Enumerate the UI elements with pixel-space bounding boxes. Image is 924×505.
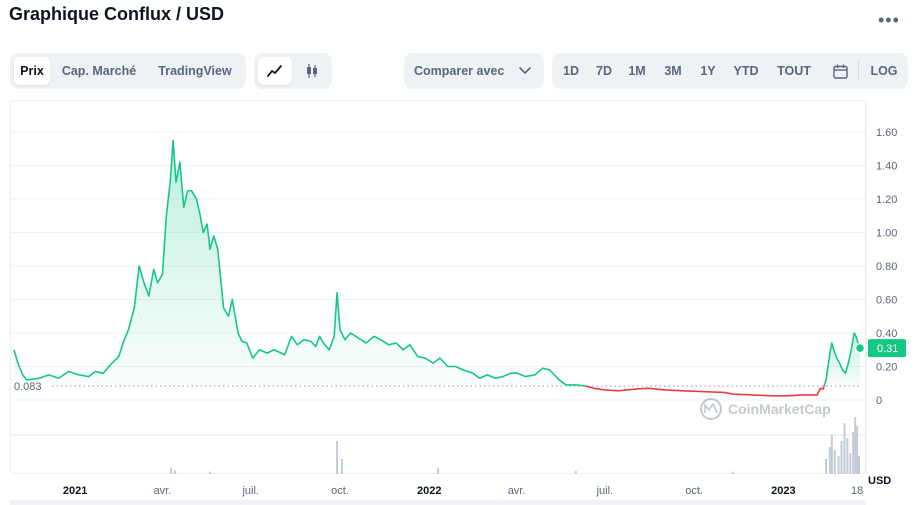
x-tick-label: avr.	[508, 485, 526, 497]
x-tick-label: juil.	[241, 485, 259, 497]
tab-tradingview[interactable]: TradingView	[158, 64, 232, 78]
y-tick-label: 1.40	[876, 161, 897, 173]
y-unit-label: USD	[868, 475, 891, 487]
volume-bar	[849, 453, 852, 474]
current-price-dot	[854, 342, 866, 354]
page-title: Graphique Conflux / USD	[9, 4, 225, 24]
range-1d[interactable]: 1D	[563, 64, 579, 78]
y-tick-label: 0.40	[876, 328, 897, 340]
range-all[interactable]: TOUT	[777, 64, 811, 78]
x-tick-label: 2022	[417, 485, 441, 497]
bottom-strip	[10, 500, 866, 505]
volume-bar	[170, 468, 173, 474]
volume-bar	[830, 435, 833, 474]
volume-bar	[833, 450, 836, 474]
chart-type-toggle	[254, 53, 332, 89]
candlestick-icon[interactable]	[296, 57, 328, 85]
coinmarketcap-logo-icon	[700, 398, 722, 420]
x-tick-label: oct.	[685, 485, 703, 497]
y-tick-label: 0.60	[876, 295, 897, 307]
volume-bar	[574, 471, 577, 474]
range-group: 1D 7D 1M 3M 1Y YTD TOUT LOG	[552, 53, 908, 89]
volume-bar	[843, 423, 846, 474]
volume-bar	[840, 441, 843, 474]
range-divider	[858, 61, 859, 81]
volume-bar	[436, 468, 439, 474]
y-tick-label: 0	[876, 395, 882, 407]
range-7d[interactable]: 7D	[596, 64, 612, 78]
y-tick-label: 0.20	[876, 362, 897, 374]
range-3m[interactable]: 3M	[664, 64, 682, 78]
range-1m[interactable]: 1M	[628, 64, 646, 78]
volume-bar	[854, 417, 857, 474]
volume-bar	[856, 426, 859, 474]
tab-market-cap[interactable]: Cap. Marché	[61, 64, 137, 78]
volume-bar	[174, 470, 177, 474]
price-line-down	[585, 385, 825, 397]
volume-bar	[731, 471, 734, 474]
y-tick-label: 1.00	[876, 228, 897, 240]
current-price-label: 0.31	[877, 343, 898, 355]
x-tick-label: 2023	[771, 485, 795, 497]
y-tick-label: 1.60	[876, 127, 897, 139]
compare-label: Comparer avec	[414, 64, 505, 78]
calendar-icon[interactable]	[826, 57, 854, 85]
tab-group: Prix Cap. Marché TradingView	[10, 53, 246, 89]
x-tick-label: oct.	[331, 485, 349, 497]
volume-bar	[846, 438, 849, 474]
line-chart-icon[interactable]	[258, 57, 292, 85]
x-tick-label: avr.	[154, 485, 172, 497]
volume-bar	[336, 441, 339, 474]
volume-bar	[825, 459, 828, 474]
x-tick-label: 2021	[63, 485, 87, 497]
y-tick-label: 1.20	[876, 194, 897, 206]
volume-bar	[208, 471, 211, 474]
log-scale-toggle[interactable]: LOG	[870, 64, 898, 78]
volume-bar	[340, 459, 343, 474]
volume-bar	[852, 432, 855, 474]
range-1y[interactable]: 1Y	[700, 64, 716, 78]
volume-bar	[828, 447, 831, 474]
coinmarketcap-logo-mark	[704, 402, 718, 414]
price-line-up	[823, 332, 861, 387]
chevron-down-icon	[514, 57, 536, 85]
range-ytd[interactable]: YTD	[733, 64, 759, 78]
watermark-text: CoinMarketCap	[728, 401, 831, 417]
volume-bar	[837, 456, 840, 474]
more-options-icon[interactable]: •••	[878, 10, 900, 30]
watermark: CoinMarketCap	[700, 398, 831, 420]
volume-bar	[858, 456, 861, 474]
tab-price[interactable]: Prix	[14, 57, 50, 85]
y-tick-label: 0.80	[876, 261, 897, 273]
compare-dropdown[interactable]: Comparer avec	[404, 53, 544, 89]
current-price-badge	[868, 339, 906, 358]
x-tick-label: juil.	[596, 485, 614, 497]
price-line-up	[13, 139, 586, 387]
price-area	[824, 333, 860, 387]
x-tick-label: 18	[851, 485, 863, 497]
price-area	[14, 140, 586, 387]
